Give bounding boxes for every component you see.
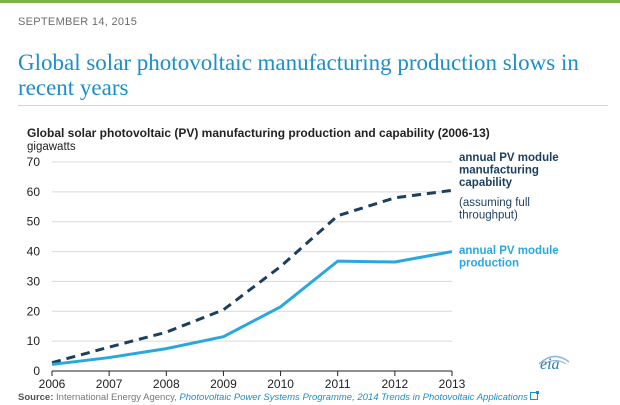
x-axis: 2006 2007 2008 2009 2010 2011 2012 2013 [39,370,466,391]
production-legend-label: annual PV module [459,245,559,257]
capability-legend-label: annual PV module [459,152,559,164]
publish-date: SEPTEMBER 14, 2015 [18,16,138,28]
y-tick-labels: 0 10 20 30 40 50 60 70 [27,155,41,378]
y-tick-label: 10 [27,334,41,348]
source-note: Source: International Energy Agency, Pho… [18,391,539,403]
eia-logo-text: eia [540,356,560,373]
x-tick-label: 2008 [153,377,180,391]
source-link[interactable]: Photovoltaic Power Systems Programme, 20… [179,392,528,403]
x-tick-label: 2012 [382,377,409,391]
x-tick-label: 2009 [210,377,237,391]
x-tick-label: 2011 [325,377,351,391]
series-lines [51,188,453,366]
gridlines [52,161,452,342]
x-tick-label: 2013 [439,377,466,391]
eia-logo-icon [538,355,570,367]
y-tick-label: 20 [27,304,41,318]
capability-series-line [51,188,453,365]
y-tick-label: 60 [27,185,41,199]
capability-legend-note: (assuming full [459,197,530,209]
production-legend-label: production [459,258,519,270]
source-label: Source: [18,392,54,403]
production-series-line [51,250,453,366]
x-tick-label: 2006 [39,377,66,391]
chart-title: Global solar photovoltaic (PV) manufactu… [27,126,490,140]
y-tick-label: 40 [27,245,41,259]
x-tick-label: 2007 [96,377,123,391]
series-labels: annual PV modulemanufacturingcapability(… [459,152,559,270]
y-axis-units: gigawatts [27,141,76,153]
y-tick-label: 30 [27,274,41,288]
page-headline: Global solar photovoltaic manufacturing … [18,50,579,100]
source-org: International Energy Agency, [56,392,177,403]
capability-legend-label: manufacturing [459,165,539,177]
headline-divider [18,105,608,106]
capability-legend-label: capability [459,177,513,189]
top-accent-rule [0,0,620,3]
capability-legend-note: throughput) [459,210,518,222]
y-tick-label: 50 [27,215,41,229]
external-link-icon[interactable] [529,391,539,400]
y-tick-label: 70 [27,155,41,169]
y-tick-label: 0 [33,364,40,378]
x-tick-label: 2010 [267,377,294,391]
